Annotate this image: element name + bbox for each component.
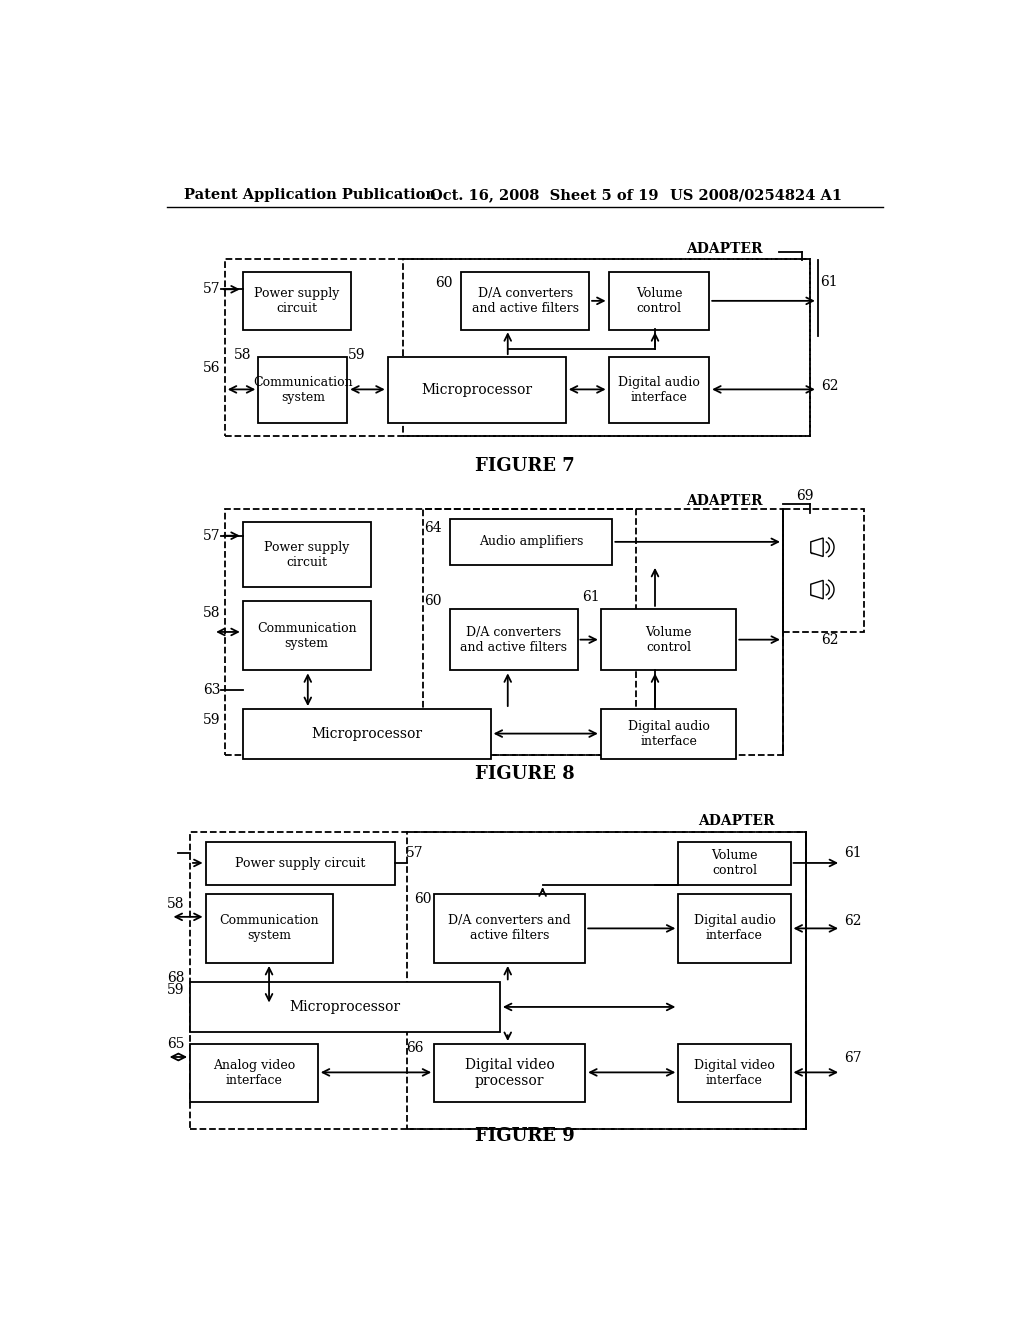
Text: Oct. 16, 2008  Sheet 5 of 19: Oct. 16, 2008 Sheet 5 of 19: [430, 189, 658, 202]
Text: 58: 58: [203, 606, 220, 619]
Bar: [243, 272, 351, 330]
Text: Power supply circuit: Power supply circuit: [236, 857, 366, 870]
Bar: [450, 609, 578, 671]
Text: 56: 56: [203, 360, 220, 375]
Text: Microprocessor: Microprocessor: [311, 727, 422, 741]
Text: 60: 60: [424, 594, 441, 609]
Text: 69: 69: [796, 490, 813, 503]
Bar: [225, 259, 810, 436]
Bar: [388, 356, 566, 422]
Polygon shape: [811, 539, 823, 557]
Bar: [461, 272, 589, 330]
Bar: [678, 894, 791, 964]
Text: Analog video
interface: Analog video interface: [213, 1059, 295, 1086]
Bar: [450, 519, 612, 565]
Text: Digital video
interface: Digital video interface: [694, 1059, 775, 1086]
Text: FIGURE 8: FIGURE 8: [475, 766, 574, 783]
Bar: [608, 272, 710, 330]
Text: FIGURE 9: FIGURE 9: [475, 1127, 574, 1146]
Bar: [243, 521, 371, 587]
Bar: [811, 543, 815, 553]
Text: 66: 66: [406, 1040, 424, 1055]
Text: 67: 67: [844, 1051, 861, 1065]
Text: ADAPTER: ADAPTER: [698, 813, 774, 828]
Bar: [423, 508, 783, 755]
Bar: [243, 601, 371, 671]
Text: 62: 62: [820, 379, 838, 392]
Text: 68: 68: [167, 972, 184, 986]
Text: 61: 61: [820, 275, 839, 289]
Bar: [407, 832, 806, 1129]
Bar: [190, 1044, 317, 1102]
Text: Digital audio
interface: Digital audio interface: [628, 719, 710, 748]
Text: 59: 59: [348, 347, 366, 362]
Text: Digital audio
interface: Digital audio interface: [617, 376, 699, 404]
Bar: [225, 508, 636, 755]
Text: Audio amplifiers: Audio amplifiers: [479, 536, 584, 548]
Text: Digital audio
interface: Digital audio interface: [693, 915, 775, 942]
Text: 58: 58: [233, 347, 252, 362]
Text: D/A converters
and active filters: D/A converters and active filters: [460, 626, 567, 653]
Text: 57: 57: [203, 282, 220, 296]
Text: Power supply
circuit: Power supply circuit: [264, 541, 349, 569]
Text: Microprocessor: Microprocessor: [290, 1001, 400, 1014]
Text: Communication
system: Communication system: [219, 915, 319, 942]
Text: 60: 60: [414, 892, 431, 906]
Text: 57: 57: [203, 529, 220, 543]
Text: 63: 63: [203, 682, 220, 697]
Text: FIGURE 7: FIGURE 7: [475, 458, 574, 475]
Text: 61: 61: [844, 846, 861, 859]
Text: Communication
system: Communication system: [253, 376, 352, 404]
Bar: [783, 508, 864, 632]
Bar: [678, 842, 791, 884]
Text: Patent Application Publication: Patent Application Publication: [183, 189, 436, 202]
Text: 65: 65: [167, 1038, 184, 1051]
Text: D/A converters
and active filters: D/A converters and active filters: [472, 288, 579, 315]
Text: 60: 60: [435, 276, 453, 290]
Bar: [434, 1044, 586, 1102]
Bar: [608, 356, 710, 422]
Bar: [678, 1044, 791, 1102]
Bar: [243, 709, 490, 759]
Bar: [206, 842, 395, 884]
Text: Volume
control: Volume control: [645, 626, 692, 653]
Bar: [434, 894, 586, 964]
Text: Digital video
processor: Digital video processor: [465, 1057, 555, 1088]
Bar: [258, 356, 347, 422]
Bar: [811, 585, 815, 595]
Bar: [190, 982, 500, 1032]
Text: Volume
control: Volume control: [712, 849, 758, 878]
Text: 64: 64: [424, 521, 441, 535]
Text: 62: 62: [844, 913, 861, 928]
Bar: [601, 709, 736, 759]
Text: 62: 62: [820, 632, 838, 647]
Text: 59: 59: [167, 983, 184, 997]
Bar: [601, 609, 736, 671]
Text: US 2008/0254824 A1: US 2008/0254824 A1: [671, 189, 843, 202]
Text: Microprocessor: Microprocessor: [421, 383, 532, 397]
Text: Communication
system: Communication system: [257, 622, 356, 649]
Text: 57: 57: [406, 846, 424, 859]
Text: 61: 61: [582, 590, 599, 605]
Bar: [190, 832, 806, 1129]
Text: Power supply
circuit: Power supply circuit: [254, 288, 340, 315]
Text: ADAPTER: ADAPTER: [686, 494, 763, 508]
Polygon shape: [811, 581, 823, 599]
Bar: [206, 894, 334, 964]
Text: Volume
control: Volume control: [636, 288, 682, 315]
Text: 58: 58: [167, 896, 184, 911]
Text: ADAPTER: ADAPTER: [686, 243, 763, 256]
Bar: [403, 259, 810, 436]
Text: 59: 59: [203, 714, 220, 727]
Text: D/A converters and
active filters: D/A converters and active filters: [449, 915, 571, 942]
